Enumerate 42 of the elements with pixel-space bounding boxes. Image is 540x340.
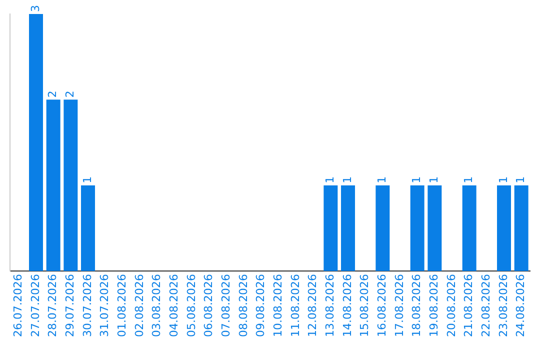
x-tick-label: 04.08.2026: [168, 274, 181, 338]
x-tick-label: 05.08.2026: [184, 274, 198, 338]
data-label: 2: [46, 90, 60, 98]
data-label: 1: [340, 176, 354, 184]
x-tick-label: 24.08.2026: [514, 274, 528, 338]
data-label: 3: [28, 5, 42, 12]
x-tick-label: 19.08.2026: [428, 274, 441, 338]
data-label: 1: [376, 176, 389, 184]
data-label: 1: [514, 176, 528, 184]
x-tick-label: 02.08.2026: [132, 274, 146, 338]
x-tick-label: 31.07.2026: [98, 274, 112, 338]
x-tick-label: 26.07.2026: [12, 274, 25, 338]
data-label: 2: [64, 90, 77, 98]
x-tick-label: 06.08.2026: [202, 274, 216, 338]
x-tick-label: 11.08.2026: [288, 274, 302, 338]
x-tick-label: 30.07.2026: [80, 274, 94, 338]
x-tick-label: 21.08.2026: [462, 274, 476, 338]
x-tick-label: 18.08.2026: [410, 274, 424, 338]
x-tick-label: 10.08.2026: [272, 274, 285, 338]
data-label: 1: [324, 176, 337, 184]
data-label: 1: [462, 176, 476, 184]
x-tick-label: 27.07.2026: [28, 274, 42, 338]
data-label: 1: [80, 176, 94, 184]
data-label: 1: [496, 176, 510, 184]
x-tick-label: 16.08.2026: [376, 274, 389, 338]
x-tick-label: 28.07.2026: [46, 274, 60, 338]
x-tick-label: 07.08.2026: [220, 274, 233, 338]
data-label: 1: [410, 176, 424, 184]
x-tick-label: 15.08.2026: [358, 274, 372, 338]
x-tick-label: 12.08.2026: [306, 274, 320, 338]
x-tick-label: 23.08.2026: [496, 274, 510, 338]
x-tick-label: 20.08.2026: [444, 274, 458, 338]
x-tick-label: 13.08.2026: [324, 274, 337, 338]
x-tick-label: 17.08.2026: [392, 274, 406, 338]
x-tick-label: 22.08.2026: [480, 274, 493, 338]
x-tick-label: 03.08.2026: [150, 274, 164, 338]
x-tick-label: 01.08.2026: [116, 274, 129, 338]
x-tick-label: 14.08.2026: [340, 274, 354, 338]
data-label: 1: [428, 176, 441, 184]
x-tick-label: 08.08.2026: [236, 274, 250, 338]
x-tick-label: 29.07.2026: [64, 274, 77, 338]
x-tick-label: 09.08.2026: [254, 274, 268, 338]
